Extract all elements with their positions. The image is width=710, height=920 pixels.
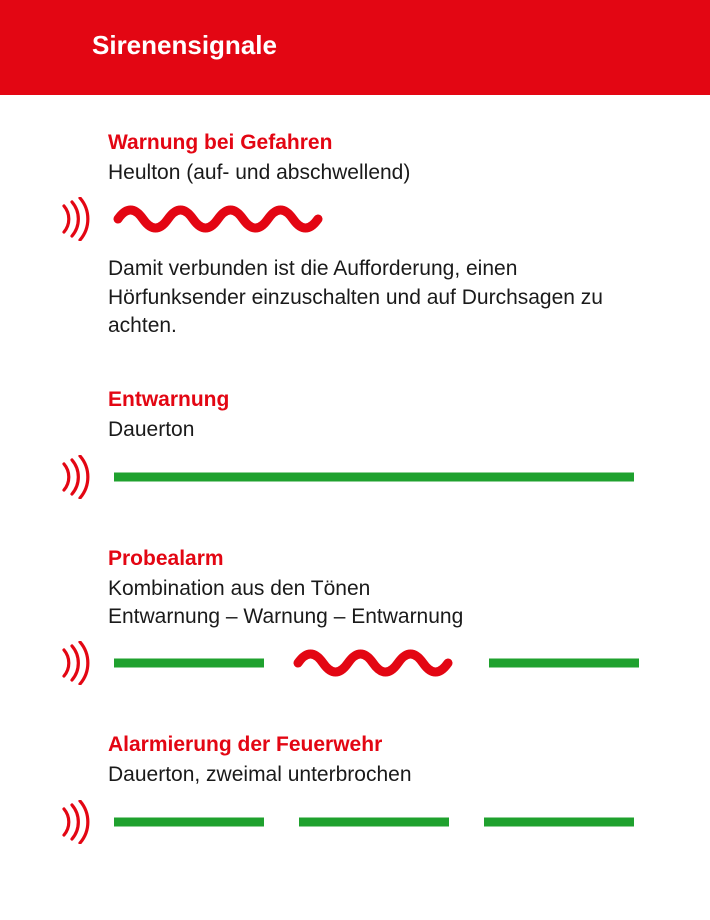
header: Sirenensignale: [0, 0, 710, 95]
speaker-icon: [60, 800, 90, 844]
section-warning: Warnung bei Gefahren Heulton (auf- und a…: [60, 131, 650, 340]
signal-row: [60, 800, 650, 844]
signal-row: [60, 641, 650, 685]
signal-graphic: [108, 802, 650, 842]
section-title: Probealarm: [108, 547, 650, 571]
section-fire: Alarmierung der Feuerwehr Dauerton, zwei…: [60, 733, 650, 843]
page-title: Sirenensignale: [92, 30, 277, 60]
section-title: Warnung bei Gefahren: [108, 131, 650, 155]
section-allclear: Entwarnung Dauerton: [60, 388, 650, 498]
section-title: Alarmierung der Feuerwehr: [108, 733, 650, 757]
content: Warnung bei Gefahren Heulton (auf- und a…: [0, 95, 710, 844]
signal-graphic: [108, 643, 650, 683]
section-test: Probealarm Kombination aus den TönenEntw…: [60, 547, 650, 686]
section-subtitle: Kombination aus den TönenEntwarnung – Wa…: [108, 575, 650, 632]
signal-row: [60, 197, 650, 241]
speaker-icon: [60, 197, 90, 241]
signal-graphic: [108, 457, 650, 497]
speaker-icon: [60, 455, 90, 499]
section-subtitle: Dauerton, zweimal unterbrochen: [108, 761, 650, 789]
signal-graphic: [108, 199, 650, 239]
section-subtitle: Dauerton: [108, 416, 650, 444]
signal-row: [60, 455, 650, 499]
section-title: Entwarnung: [108, 388, 650, 412]
speaker-icon: [60, 641, 90, 685]
section-subtitle: Heulton (auf- und abschwellend): [108, 159, 650, 187]
section-note: Damit verbunden ist die Aufforderung, ei…: [108, 255, 618, 340]
